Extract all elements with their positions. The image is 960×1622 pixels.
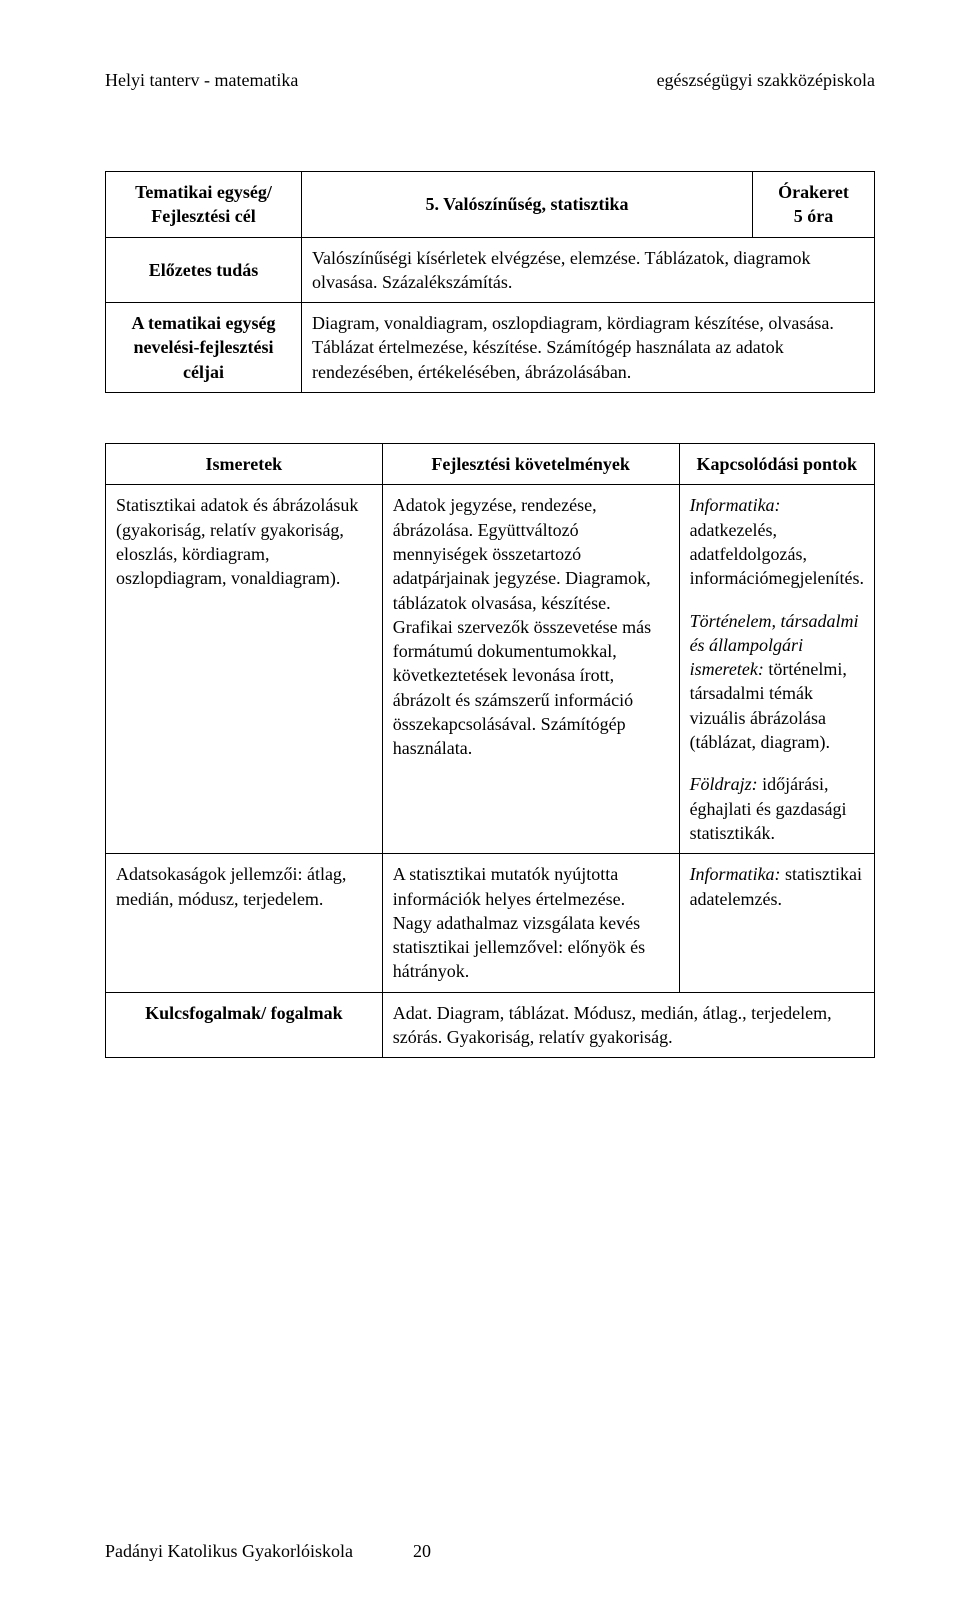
goals-text: Diagram, vonaldiagram, oszlopdiagram, kö…	[302, 303, 875, 393]
requirements-cell: Adatok jegyzése, rendezése, ábrázolása. …	[382, 485, 679, 854]
spacer	[690, 754, 864, 772]
col-header-knowledge: Ismeretek	[106, 444, 383, 485]
header-left: Helyi tanterv - matematika	[105, 70, 298, 91]
conn-italic: Informatika:	[690, 495, 781, 515]
table-row: Kulcsfogalmak/ fogalmak Adat. Diagram, t…	[106, 992, 875, 1058]
spacer	[690, 591, 864, 609]
conn-italic: Informatika:	[690, 864, 781, 884]
knowledge-cell: Statisztikai adatok és ábrázolásuk (gyak…	[106, 485, 383, 854]
page-footer: Padányi Katolikus Gyakorlóiskola 20	[105, 1541, 875, 1562]
time-value: 5 óra	[794, 206, 834, 226]
knowledge-cell: Adatsokaságok jellemzői: átlag, medián, …	[106, 854, 383, 992]
table-row: Tematikai egység/ Fejlesztési cél 5. Val…	[106, 172, 875, 238]
prior-knowledge-label: Előzetes tudás	[106, 237, 302, 303]
unit-table: Tematikai egység/ Fejlesztési cél 5. Val…	[105, 171, 875, 393]
content-table: Ismeretek Fejlesztési követelmények Kapc…	[105, 443, 875, 1058]
requirements-text: Adatok jegyzése, rendezése, ábrázolása. …	[393, 495, 651, 758]
col-header-connections: Kapcsolódási pontok	[679, 444, 874, 485]
table-row: A tematikai egység nevelési-fejlesztési …	[106, 303, 875, 393]
unit-title: 5. Valószínűség, statisztika	[302, 172, 753, 238]
conn-text: adatkezelés, adatfeldolgozás, információ…	[690, 520, 864, 589]
table-row: Ismeretek Fejlesztési követelmények Kapc…	[106, 444, 875, 485]
page-number: 20	[413, 1541, 431, 1562]
key-concepts-label: Kulcsfogalmak/ fogalmak	[106, 992, 383, 1058]
connections-cell: Informatika: statisztikai adatelemzés.	[679, 854, 874, 992]
time-label: Órakeret	[778, 182, 849, 202]
key-concepts-text: Adat. Diagram, táblázat. Módusz, medián,…	[382, 992, 874, 1058]
table-row: Előzetes tudás Valószínűségi kísérletek …	[106, 237, 875, 303]
table-row: Adatsokaságok jellemzői: átlag, medián, …	[106, 854, 875, 992]
page-header: Helyi tanterv - matematika egészségügyi …	[105, 70, 875, 91]
conn-italic: Földrajz:	[690, 774, 758, 794]
footer-left: Padányi Katolikus Gyakorlóiskola	[105, 1541, 353, 1562]
unit-label: Tematikai egység/ Fejlesztési cél	[106, 172, 302, 238]
connections-cell: Informatika: adatkezelés, adatfeldolgozá…	[679, 485, 874, 854]
requirements-cell: A statisztikai mutatók nyújtotta informá…	[382, 854, 679, 992]
col-header-requirements: Fejlesztési követelmények	[382, 444, 679, 485]
page: Helyi tanterv - matematika egészségügyi …	[0, 0, 960, 1622]
unit-time: Órakeret 5 óra	[753, 172, 875, 238]
table-row: Statisztikai adatok és ábrázolásuk (gyak…	[106, 485, 875, 854]
header-right: egészségügyi szakközépiskola	[657, 70, 875, 91]
goals-label: A tematikai egység nevelési-fejlesztési …	[106, 303, 302, 393]
prior-knowledge-text: Valószínűségi kísérletek elvégzése, elem…	[302, 237, 875, 303]
